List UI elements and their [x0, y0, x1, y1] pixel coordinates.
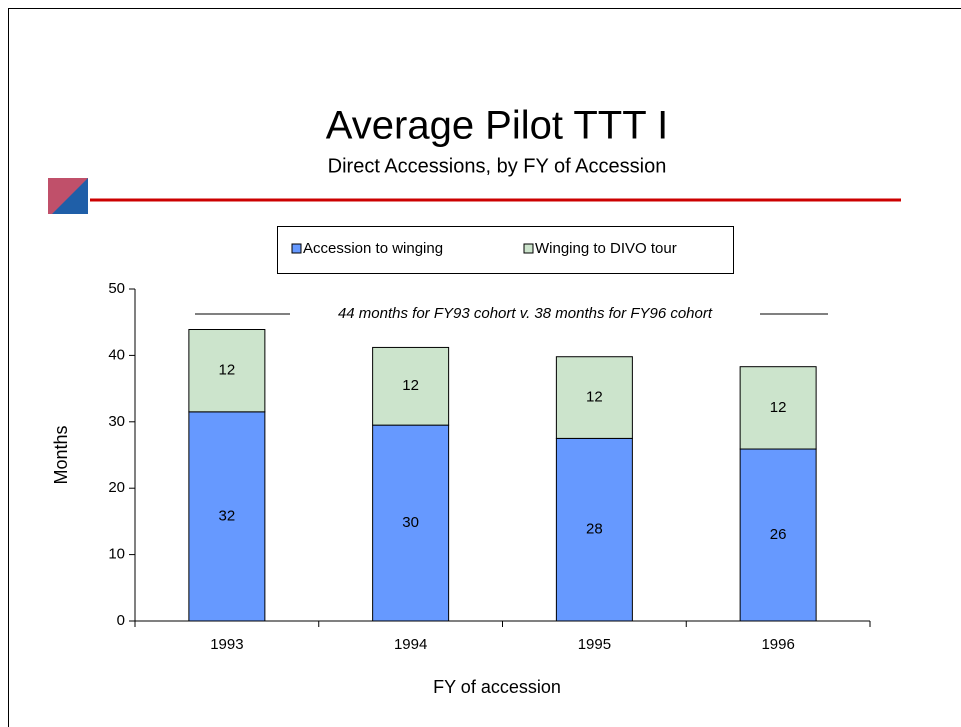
data-label: 12 [219, 362, 236, 379]
legend-swatch [523, 243, 534, 254]
y-tick-label: 0 [117, 612, 125, 629]
data-label: 26 [770, 526, 787, 543]
y-axis-label: Months [51, 425, 71, 484]
y-tick-label: 10 [108, 546, 125, 563]
data-label: 30 [402, 514, 419, 531]
x-axis-label: FY of accession [433, 677, 561, 697]
legend-box [277, 226, 734, 274]
data-label: 32 [219, 507, 236, 524]
data-label: 28 [586, 521, 603, 538]
y-tick-label: 30 [108, 413, 125, 430]
data-label: 12 [402, 377, 419, 394]
bar-segment [188, 411, 266, 622]
logo-icon [48, 178, 88, 214]
chart-subtitle: Direct Accessions, by FY of Accession [328, 155, 667, 177]
data-label: 12 [770, 399, 787, 416]
x-tick-label: 1995 [578, 636, 611, 653]
y-tick-label: 50 [108, 280, 125, 297]
x-tick-label: 1994 [394, 636, 427, 653]
x-tick-label: 1996 [761, 636, 794, 653]
legend-swatch [291, 243, 302, 254]
y-tick-label: 20 [108, 479, 125, 496]
legend-label: Winging to DIVO tour [535, 240, 677, 257]
annotation: 44 months for FY93 cohort v. 38 months f… [338, 305, 713, 322]
bar-segment [739, 448, 817, 622]
legend-label: Accession to winging [303, 240, 443, 257]
bar-segment [372, 424, 450, 622]
y-tick-label: 40 [108, 346, 125, 363]
bar-segment [739, 366, 817, 450]
data-label: 12 [586, 389, 603, 406]
x-tick-label: 1993 [210, 636, 243, 653]
bar-segment [372, 346, 450, 426]
bar-segment [555, 356, 633, 439]
bar-segment [555, 437, 633, 622]
bar-segment [188, 329, 266, 413]
chart-title: Average Pilot TTT I [326, 104, 668, 148]
